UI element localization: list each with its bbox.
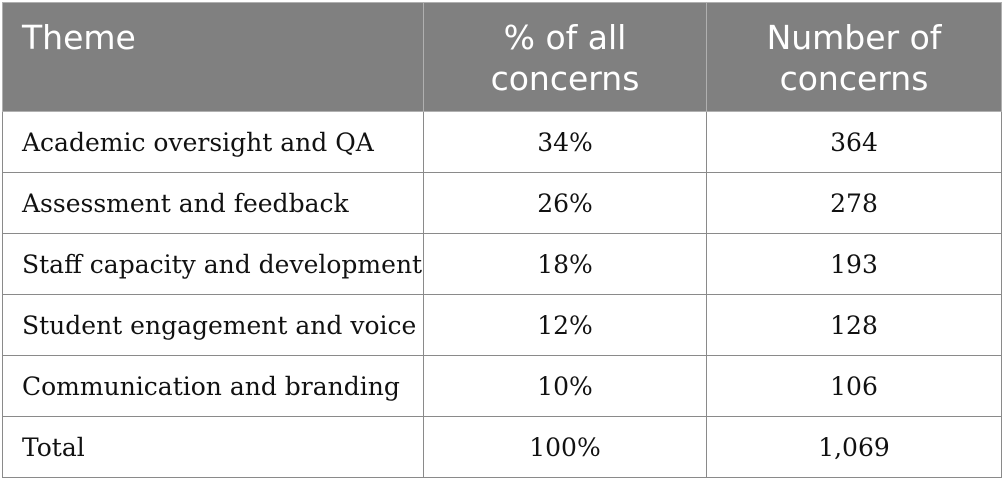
count-cell: 128 [706, 294, 1002, 356]
count-cell: 278 [706, 172, 1002, 234]
theme-cell: Staff capacity and development [2, 233, 424, 295]
table-row: Assessment and feedback 26% 278 [2, 172, 1002, 234]
percent-cell: 18% [423, 233, 707, 295]
header-row: Theme % of all concerns Number of concer… [2, 2, 1002, 112]
table-row: Academic oversight and QA 34% 364 [2, 111, 1002, 173]
theme-cell: Communication and branding [2, 355, 424, 417]
percent-cell: 10% [423, 355, 707, 417]
header-percent-label: % of all concerns [424, 3, 706, 99]
header-number-of-concerns: Number of concerns [706, 2, 1002, 112]
header-percent-line2: concerns [490, 59, 640, 98]
header-number-label: Number of concerns [707, 3, 1001, 99]
table-row-total: Total 100% 1,069 [2, 416, 1002, 478]
total-count-cell: 1,069 [706, 416, 1002, 478]
table-header: Theme % of all concerns Number of concer… [2, 2, 1002, 112]
header-number-line2: concerns [779, 59, 929, 98]
count-cell: 364 [706, 111, 1002, 173]
count-cell: 106 [706, 355, 1002, 417]
header-theme: Theme [2, 2, 424, 112]
theme-cell: Academic oversight and QA [2, 111, 424, 173]
percent-cell: 12% [423, 294, 707, 356]
percent-cell: 34% [423, 111, 707, 173]
header-number-line1: Number of [766, 18, 942, 57]
table-row: Student engagement and voice 12% 128 [2, 294, 1002, 356]
themes-table: Theme % of all concerns Number of concer… [2, 2, 1002, 478]
table-row: Staff capacity and development 18% 193 [2, 233, 1002, 295]
theme-cell: Assessment and feedback [2, 172, 424, 234]
total-label-cell: Total [2, 416, 424, 478]
total-percent-cell: 100% [423, 416, 707, 478]
themes-table-container: Theme % of all concerns Number of concer… [2, 2, 1002, 478]
table-body: Academic oversight and QA 34% 364 Assess… [2, 111, 1002, 478]
table-row: Communication and branding 10% 106 [2, 355, 1002, 417]
header-percent-line1: % of all [503, 18, 627, 57]
theme-cell: Student engagement and voice [2, 294, 424, 356]
percent-cell: 26% [423, 172, 707, 234]
header-percent-of-all-concerns: % of all concerns [423, 2, 707, 112]
header-theme-label: Theme [22, 18, 136, 57]
count-cell: 193 [706, 233, 1002, 295]
